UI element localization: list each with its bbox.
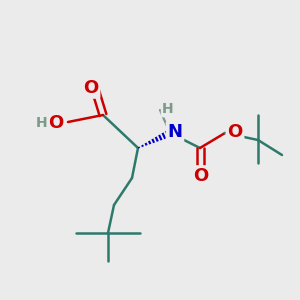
Text: N: N — [167, 123, 182, 141]
Text: O: O — [227, 123, 243, 141]
Text: H: H — [36, 116, 48, 130]
Text: O: O — [83, 79, 99, 97]
Text: H: H — [162, 102, 174, 116]
Text: O: O — [194, 167, 208, 185]
Text: O: O — [48, 114, 64, 132]
